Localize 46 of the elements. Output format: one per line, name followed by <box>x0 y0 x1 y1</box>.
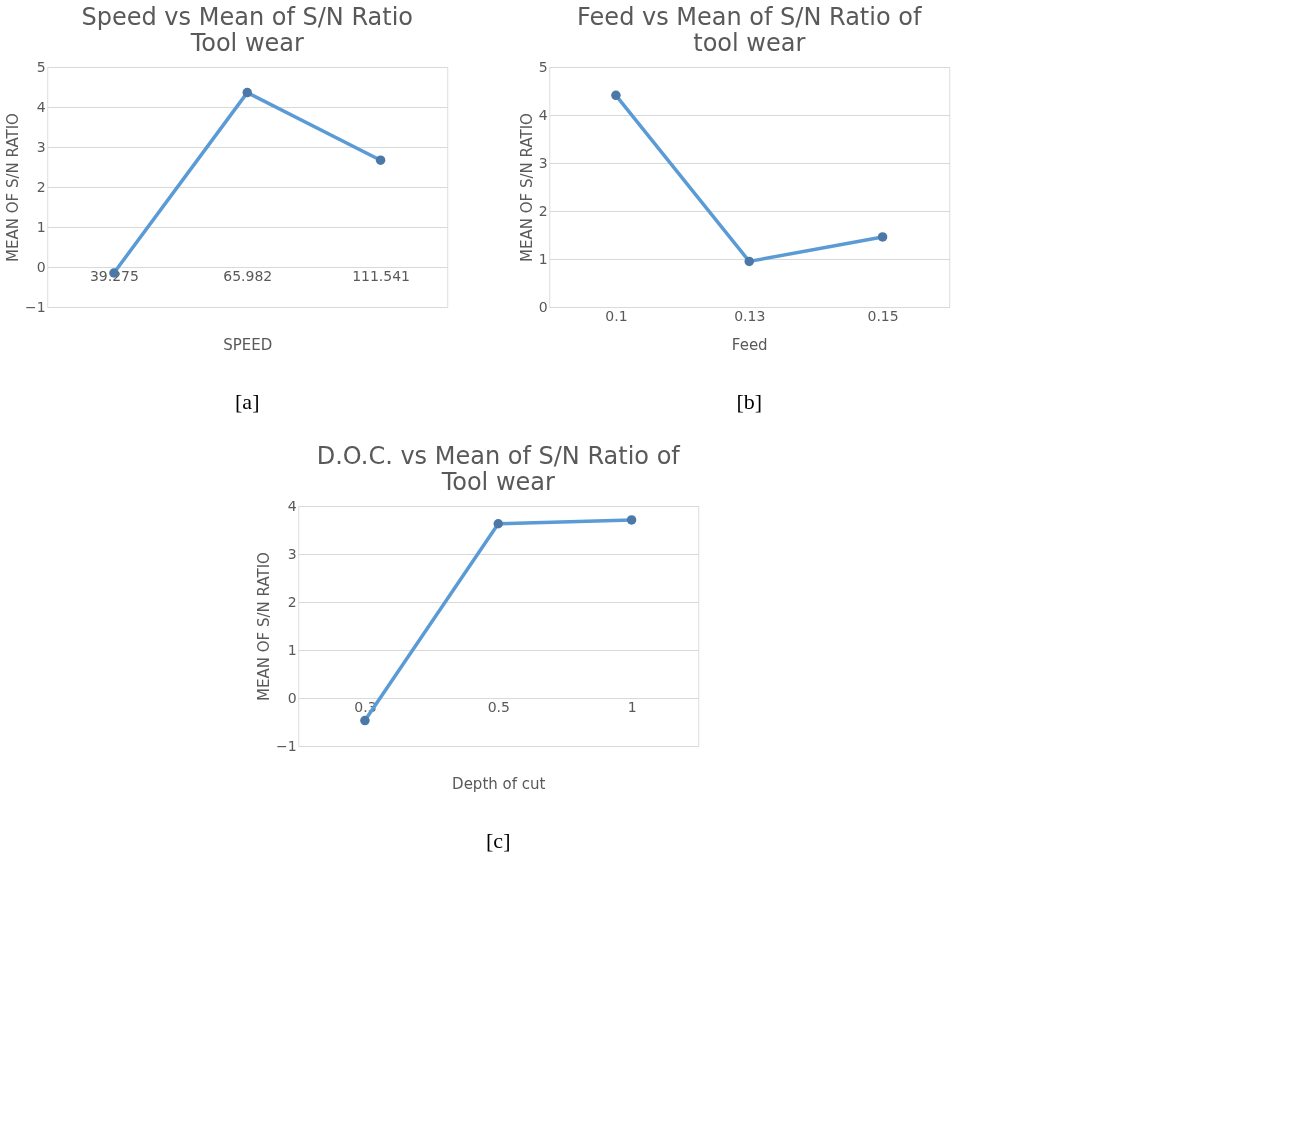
text: [a] <box>235 389 260 414</box>
x-tick-label: 65.982 <box>223 267 273 284</box>
y-tick-label: 5 <box>36 58 46 75</box>
text: [c] <box>486 828 511 853</box>
y-axis-title: MEAN OF S/N RATIO <box>517 113 536 262</box>
point <box>611 90 621 101</box>
x-tick-label: 0.1 <box>605 307 628 324</box>
chart-title: D.O.C. vs Mean of S/N Ratio of Tool wear <box>316 442 681 496</box>
x-axis-title: Depth of cut <box>452 774 546 793</box>
y-tick-label: 1 <box>287 641 297 658</box>
y-tick-label: 0 <box>287 689 297 706</box>
y-tick-label: 4 <box>538 106 548 123</box>
y-tick-label: −1 <box>25 298 46 315</box>
x-tick-label: 111.541 <box>352 267 411 284</box>
y-tick-label: 2 <box>36 178 46 195</box>
x-axis-title: SPEED <box>223 335 273 354</box>
y-tick-label: 4 <box>287 497 297 514</box>
x-axis-title: Feed <box>731 335 768 354</box>
chart-title: Speed vs Mean of S/N Ratio Tool wear <box>81 3 413 57</box>
y-tick-label: 5 <box>538 58 548 75</box>
x-tick-label: 0.5 <box>487 698 510 715</box>
point <box>242 87 252 98</box>
x-tick-label: 0.15 <box>867 307 899 324</box>
point <box>626 515 637 525</box>
y-tick-label: 1 <box>538 250 548 267</box>
point <box>877 232 888 242</box>
point <box>493 519 503 529</box>
y-tick-label: 0 <box>538 298 548 315</box>
y-axis-title: MEAN OF S/N RATIO <box>4 113 23 262</box>
y-tick-label: 3 <box>287 545 297 562</box>
point <box>744 256 754 267</box>
text: [b] <box>736 389 763 414</box>
point <box>375 155 386 165</box>
y-tick-label: 3 <box>36 138 46 155</box>
y-tick-label: 3 <box>538 154 548 171</box>
y-tick-label: −1 <box>276 737 297 754</box>
y-tick-label: 2 <box>287 593 297 610</box>
chart-title: Feed vs Mean of S/N Ratio of tool wear <box>577 3 922 57</box>
x-tick-label: 1 <box>627 698 637 715</box>
y-tick-label: 4 <box>36 98 46 115</box>
x-tick-label: 0.13 <box>734 307 766 324</box>
y-axis-title: MEAN OF S/N RATIO <box>255 552 274 701</box>
y-tick-label: 1 <box>36 218 46 235</box>
point <box>360 715 370 726</box>
y-tick-label: 0 <box>36 258 46 275</box>
y-tick-label: 2 <box>538 202 548 219</box>
